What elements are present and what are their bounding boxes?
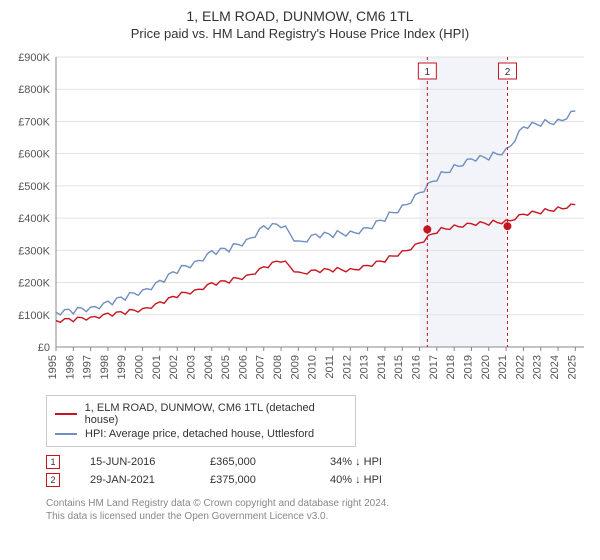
x-tick-label: 1997 <box>82 355 94 379</box>
y-tick-label: £200K <box>18 278 50 290</box>
x-tick-label: 1999 <box>116 355 128 379</box>
y-tick-label: £300K <box>18 245 50 257</box>
footer: Contains HM Land Registry data © Crown c… <box>46 497 590 523</box>
x-tick-label: 2010 <box>307 355 319 379</box>
x-tick-label: 1996 <box>64 355 76 379</box>
x-tick-label: 2011 <box>324 355 336 379</box>
x-tick-label: 2006 <box>237 355 249 379</box>
sale-marker: 2 <box>46 473 60 487</box>
legend-item: 1, ELM ROAD, DUNMOW, CM6 1TL (detached h… <box>55 402 347 426</box>
x-tick-label: 2008 <box>272 355 284 379</box>
sale-date: 29-JAN-2021 <box>90 474 210 486</box>
y-tick-label: £500K <box>18 181 50 193</box>
event-label: 2 <box>505 67 511 78</box>
x-tick-label: 2022 <box>514 355 526 379</box>
chart-band <box>420 57 507 347</box>
sale-row: 2 29-JAN-2021 £375,000 40% ↓ HPI <box>46 473 590 487</box>
x-tick-label: 2023 <box>532 355 544 379</box>
sale-marker: 1 <box>46 455 60 469</box>
y-tick-label: £800K <box>18 84 50 96</box>
page-title: 1, ELM ROAD, DUNMOW, CM6 1TL <box>10 8 590 24</box>
x-tick-label: 1995 <box>47 355 59 379</box>
footer-line: This data is licensed under the Open Gov… <box>46 510 590 523</box>
x-tick-label: 2025 <box>566 355 578 379</box>
y-tick-label: £100K <box>18 310 50 322</box>
y-tick-label: £0 <box>38 342 50 354</box>
legend-swatch <box>55 433 77 435</box>
sale-pct: 34% ↓ HPI <box>330 456 450 468</box>
chart-svg: £0 £100K £200K £300K £400K £500K £600K £700K £80… <box>10 51 590 391</box>
x-tick-label: 2024 <box>549 355 561 379</box>
y-tick-label: £700K <box>18 116 50 128</box>
x-tick-label: 2009 <box>289 355 301 379</box>
x-tick-label: 2003 <box>185 355 197 379</box>
x-tick-label: 2012 <box>341 355 353 379</box>
price-chart: £0 £100K £200K £300K £400K £500K £600K £700K £80… <box>10 51 590 391</box>
x-tick-label: 2005 <box>220 355 232 379</box>
legend-swatch <box>55 413 77 415</box>
x-tick-label: 2001 <box>151 355 163 379</box>
x-tick-label: 2019 <box>462 355 474 379</box>
x-tick-label: 2007 <box>255 355 267 379</box>
x-tick-label: 2017 <box>428 355 440 379</box>
x-tick-label: 2018 <box>445 355 457 379</box>
sales-table: 1 15-JUN-2016 £365,000 34% ↓ HPI 2 29-JA… <box>46 455 590 487</box>
page-subtitle: Price paid vs. HM Land Registry's House … <box>10 26 590 41</box>
event-label: 1 <box>425 67 431 78</box>
sale-date: 15-JUN-2016 <box>90 456 210 468</box>
x-tick-label: 2014 <box>376 355 388 379</box>
sale-point <box>503 222 511 230</box>
x-tick-label: 2002 <box>168 355 180 379</box>
sale-pct: 40% ↓ HPI <box>330 474 450 486</box>
legend-label: 1, ELM ROAD, DUNMOW, CM6 1TL (detached h… <box>85 402 347 426</box>
sale-row: 1 15-JUN-2016 £365,000 34% ↓ HPI <box>46 455 590 469</box>
sale-point <box>423 225 431 233</box>
y-tick-label: £900K <box>18 52 50 64</box>
legend: 1, ELM ROAD, DUNMOW, CM6 1TL (detached h… <box>46 395 356 447</box>
x-tick-label: 2016 <box>411 355 423 379</box>
x-tick-label: 1998 <box>99 355 111 379</box>
legend-item: HPI: Average price, detached house, Uttl… <box>55 428 347 440</box>
legend-label: HPI: Average price, detached house, Uttl… <box>85 428 314 440</box>
x-tick-label: 2021 <box>497 355 509 379</box>
sale-price: £365,000 <box>210 456 330 468</box>
y-tick-label: £600K <box>18 149 50 161</box>
sale-price: £375,000 <box>210 474 330 486</box>
x-tick-label: 2015 <box>393 355 405 379</box>
footer-line: Contains HM Land Registry data © Crown c… <box>46 497 590 510</box>
x-tick-label: 2020 <box>480 355 492 379</box>
y-tick-label: £400K <box>18 213 50 225</box>
x-tick-label: 2004 <box>203 355 215 379</box>
x-tick-label: 2013 <box>359 355 371 379</box>
x-tick-label: 2000 <box>134 355 146 379</box>
